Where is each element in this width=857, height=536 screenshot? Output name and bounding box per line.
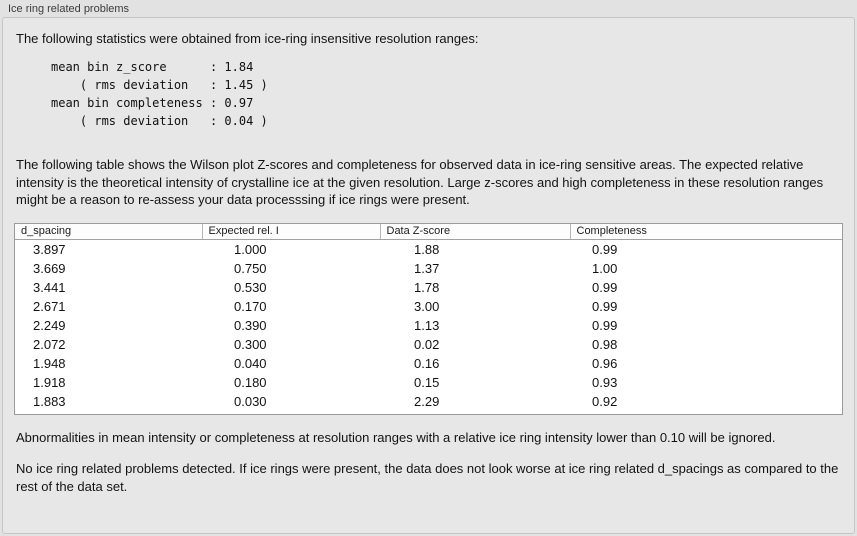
table-cell: 0.93 xyxy=(592,374,618,390)
table-cell: 0.030 xyxy=(234,393,267,409)
table-cell: 2.671 xyxy=(33,298,66,314)
table-cell: 0.15 xyxy=(414,374,440,390)
ice-table-body: 3.897 1.000 1.88 0.99 3.669 0.750 1.37 1.00 3.44… xyxy=(15,239,842,411)
column-header-expected-rel-i[interactable]: Expected rel. I xyxy=(202,223,381,240)
table-row[interactable]: 2.072 0.300 0.02 0.98 xyxy=(15,335,842,354)
table-cell: 0.180 xyxy=(234,374,267,390)
stats-intro-text: The following statistics were obtained f… xyxy=(16,31,479,46)
table-cell: 0.99 xyxy=(592,298,618,314)
table-cell: 0.99 xyxy=(592,279,618,295)
table-cell: 0.300 xyxy=(234,336,267,352)
table-cell: 0.96 xyxy=(592,355,618,371)
table-cell: 1.948 xyxy=(33,355,66,371)
table-row[interactable]: 3.441 0.530 1.78 0.99 xyxy=(15,278,842,297)
table-cell: 0.02 xyxy=(414,336,440,352)
column-header-data-z-score[interactable]: Data Z-score xyxy=(380,223,571,240)
table-row[interactable]: 1.918 0.180 0.15 0.93 xyxy=(15,373,842,392)
table-cell: 2.29 xyxy=(414,393,440,409)
table-cell: 3.441 xyxy=(33,279,66,295)
table-cell: 0.170 xyxy=(234,298,267,314)
table-row[interactable]: 2.249 0.390 1.13 0.99 xyxy=(15,316,842,335)
column-header-completeness[interactable]: Completeness xyxy=(570,223,842,240)
table-row[interactable]: 3.897 1.000 1.88 0.99 xyxy=(15,239,842,259)
table-row[interactable]: 1.883 0.030 2.29 0.92 xyxy=(15,392,842,411)
table-cell: 1.00 xyxy=(592,260,618,276)
table-cell: 0.390 xyxy=(234,317,267,333)
table-cell: 0.16 xyxy=(414,355,440,371)
table-row[interactable]: 2.671 0.170 3.00 0.99 xyxy=(15,297,842,316)
table-cell: 1.918 xyxy=(33,374,66,390)
table-row[interactable]: 3.669 0.750 1.37 1.00 xyxy=(15,259,842,278)
conclusion-text: No ice ring related problems detected. I… xyxy=(16,461,839,494)
table-cell: 3.897 xyxy=(33,241,66,257)
panel-title: Ice ring related problems xyxy=(8,3,130,15)
table-cell: 3.00 xyxy=(414,298,440,314)
table-cell: 0.040 xyxy=(234,355,267,371)
table-cell: 1.883 xyxy=(33,393,66,409)
stats-block: mean bin z_score : 1.84 ( rms deviation … xyxy=(51,60,268,128)
table-cell: 0.530 xyxy=(234,279,267,295)
table-cell: 2.072 xyxy=(33,336,66,352)
table-cell: 2.249 xyxy=(33,317,66,333)
ice-ring-panel: The following statistics were obtained f… xyxy=(2,17,855,534)
ignore-threshold-note: Abnormalities in mean intensity or compl… xyxy=(16,429,776,445)
table-description-text: The following table shows the Wilson plo… xyxy=(16,157,824,207)
table-cell: 0.750 xyxy=(234,260,267,276)
table-cell: 0.98 xyxy=(592,336,618,352)
table-cell: 3.669 xyxy=(33,260,66,276)
table-cell: 1.000 xyxy=(234,241,267,257)
table-cell: 1.37 xyxy=(414,260,440,276)
table-cell: 0.99 xyxy=(592,241,618,257)
table-cell: 1.88 xyxy=(414,241,440,257)
table-row[interactable]: 1.948 0.040 0.16 0.96 xyxy=(15,354,842,373)
column-header-d-spacing[interactable]: d_spacing xyxy=(15,223,203,240)
ice-ring-table[interactable]: d_spacing Expected rel. I Data Z-score C… xyxy=(14,222,843,415)
table-header-row: d_spacing Expected rel. I Data Z-score C… xyxy=(15,223,842,240)
table-cell: 0.92 xyxy=(592,393,618,409)
table-cell: 1.13 xyxy=(414,317,440,333)
table-cell: 0.99 xyxy=(592,317,618,333)
table-cell: 1.78 xyxy=(414,279,440,295)
